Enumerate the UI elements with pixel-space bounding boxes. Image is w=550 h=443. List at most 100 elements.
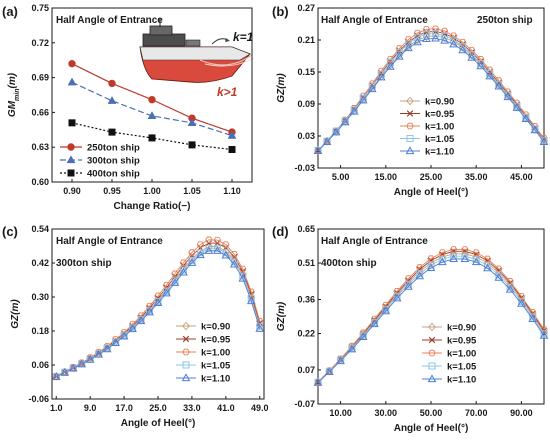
panel-b-data-point <box>413 33 421 41</box>
panel-d-data-point <box>460 249 469 259</box>
panel-d-data-point <box>415 264 424 271</box>
panel-d-data-point <box>381 306 391 315</box>
panel-c-data-point <box>128 324 137 333</box>
panel-b-title: Half Angle of Entrance <box>321 15 428 26</box>
panel-d-data-point <box>393 292 401 300</box>
panel-b-data-point <box>504 91 512 99</box>
panel-a-y-axis-label: GMmin(m) <box>7 72 21 117</box>
panel-d-x-tick-label: 10.00 <box>329 408 352 418</box>
panel-c-data-point <box>196 241 205 248</box>
panel-a-legend-marker <box>67 169 75 177</box>
panel-b-data-point <box>404 43 413 52</box>
panel-b-data-point <box>477 55 485 63</box>
panel-c-legend-label: k=1.10 <box>201 374 230 385</box>
panel-b-data-point <box>467 46 476 54</box>
panel-c-data-point <box>204 246 214 254</box>
panel-b-data-point <box>322 137 332 145</box>
panel-d-title: Half Angle of Entrance <box>321 236 428 247</box>
panel-b-y-tick-label: 0.21 <box>297 35 315 45</box>
panel-c-data-point <box>51 372 61 380</box>
panel-d-data-point <box>528 314 538 323</box>
panel-b-y-tick-label: 0.09 <box>297 99 315 109</box>
panel-b-data-point <box>432 30 440 38</box>
panel-c-x-tick-label: 25.0 <box>149 403 167 413</box>
panel-a-y-tick-label: 0.63 <box>31 142 49 152</box>
panel-b-data-point <box>458 38 467 46</box>
panel-letter-c: (c) <box>2 224 18 239</box>
panel-d-legend-label: k=1.10 <box>447 375 476 386</box>
panel-b-data-point <box>521 114 531 123</box>
panel-b-subtitle: 250ton ship <box>477 15 533 26</box>
panel-b-legend-marker <box>406 110 414 117</box>
panel-b-data-point <box>449 32 458 39</box>
panel-b-y-axis-label: GZ(m) <box>276 73 287 103</box>
panel-d-chart: 10.00 30.00 50.00 70.00 90.00 -0.07 0.07 0.22 0.… <box>276 224 549 434</box>
panel-d-y-tick-label: 0.07 <box>297 365 315 375</box>
panel-letter-a: (a) <box>2 4 18 19</box>
panel-letter-d: (d) <box>272 224 289 239</box>
panel-a-data-point <box>108 79 116 88</box>
panel-c-legend-marker <box>181 373 191 382</box>
panel-a-x-tick-label: 1.00 <box>143 186 161 196</box>
panel-c-data-point <box>60 368 70 376</box>
panel-c-data-point <box>222 241 230 248</box>
panel-c-chart: 1.0 9.0 17.0 25.0 33.0 41.0 49.0 -0.06 0.06 0.18 0… <box>10 224 269 429</box>
panel-b-data-point <box>440 27 449 35</box>
panel-b-data-point <box>422 26 431 33</box>
panel-d-y-tick-label: 0.51 <box>297 258 315 268</box>
panel-c-data-point <box>119 331 129 340</box>
panel-c-data-point <box>256 323 264 331</box>
panel-b-data-point <box>422 30 430 38</box>
panel-c-x-tick-label: 9.0 <box>84 403 97 413</box>
panel-b-data-point <box>359 94 367 102</box>
panel-c-data-point <box>171 277 179 285</box>
panel-c-y-tick-label: 0.06 <box>31 360 49 370</box>
panel-a-title: Half Angle of Entrance <box>56 15 163 26</box>
panel-c-data-point <box>171 270 179 277</box>
panel-b-data-point <box>386 58 394 66</box>
panel-c-legend-label: k=0.95 <box>201 335 231 346</box>
panel-d-data-point <box>449 249 458 259</box>
panel-d-data-point <box>382 305 390 313</box>
panel-a-data-point <box>107 96 117 104</box>
panel-a-x-tick-label: 1.10 <box>223 186 241 196</box>
panel-b-data-point <box>367 84 377 93</box>
panel-a-data-point <box>148 134 156 142</box>
panel-c-subtitle: 300ton ship <box>56 258 112 269</box>
panel-d-data-point <box>461 246 469 253</box>
panel-b-data-point <box>404 40 412 48</box>
panel-b-data-point <box>458 45 467 54</box>
panel-c-x-tick-label: 1.0 <box>50 403 63 413</box>
panel-d-data-point <box>517 293 526 300</box>
panel-c-data-point <box>179 259 188 266</box>
panel-c-data-point <box>187 258 197 266</box>
panel-b-data-point <box>449 39 458 48</box>
panel-b-data-point <box>422 32 431 42</box>
inset-label-k-greater-1: k>1 <box>217 85 238 99</box>
panel-b-data-point <box>495 80 503 88</box>
panel-a-x-tick-label: 0.90 <box>63 186 81 196</box>
panel-c-data-point <box>239 265 247 273</box>
panel-c-data-point <box>85 354 95 363</box>
panel-b-data-point <box>431 25 440 33</box>
panel-c-series-line <box>56 250 261 378</box>
panel-c-data-point <box>213 246 222 254</box>
panel-d-legend-marker <box>428 362 436 370</box>
panel-b-legend-marker <box>405 146 415 155</box>
panel-d-legend-label: k=1.00 <box>447 349 476 360</box>
panel-d-data-point <box>370 319 379 328</box>
panel-letter-b: (b) <box>272 4 289 19</box>
panel-c-title: Half Angle of Entrance <box>56 236 163 247</box>
panel-b-data-point <box>459 42 467 50</box>
panel-d-data-point <box>471 257 481 266</box>
panel-b-x-axis-label: Angle of Heel(°) <box>394 187 469 198</box>
panel-d-legend-label: k=0.90 <box>447 323 476 334</box>
panel-d-legend-marker <box>427 374 437 383</box>
panel-c-y-tick-label: 0.30 <box>31 292 49 302</box>
panel-a-x-tick-label: 1.05 <box>183 186 201 196</box>
panel-b-data-point <box>459 41 466 48</box>
panel-c-data-point <box>153 298 163 307</box>
panel-d-data-point <box>449 254 458 262</box>
panel-c-data-point <box>68 363 78 372</box>
panel-b-x-tick-label: 45.00 <box>510 172 533 182</box>
